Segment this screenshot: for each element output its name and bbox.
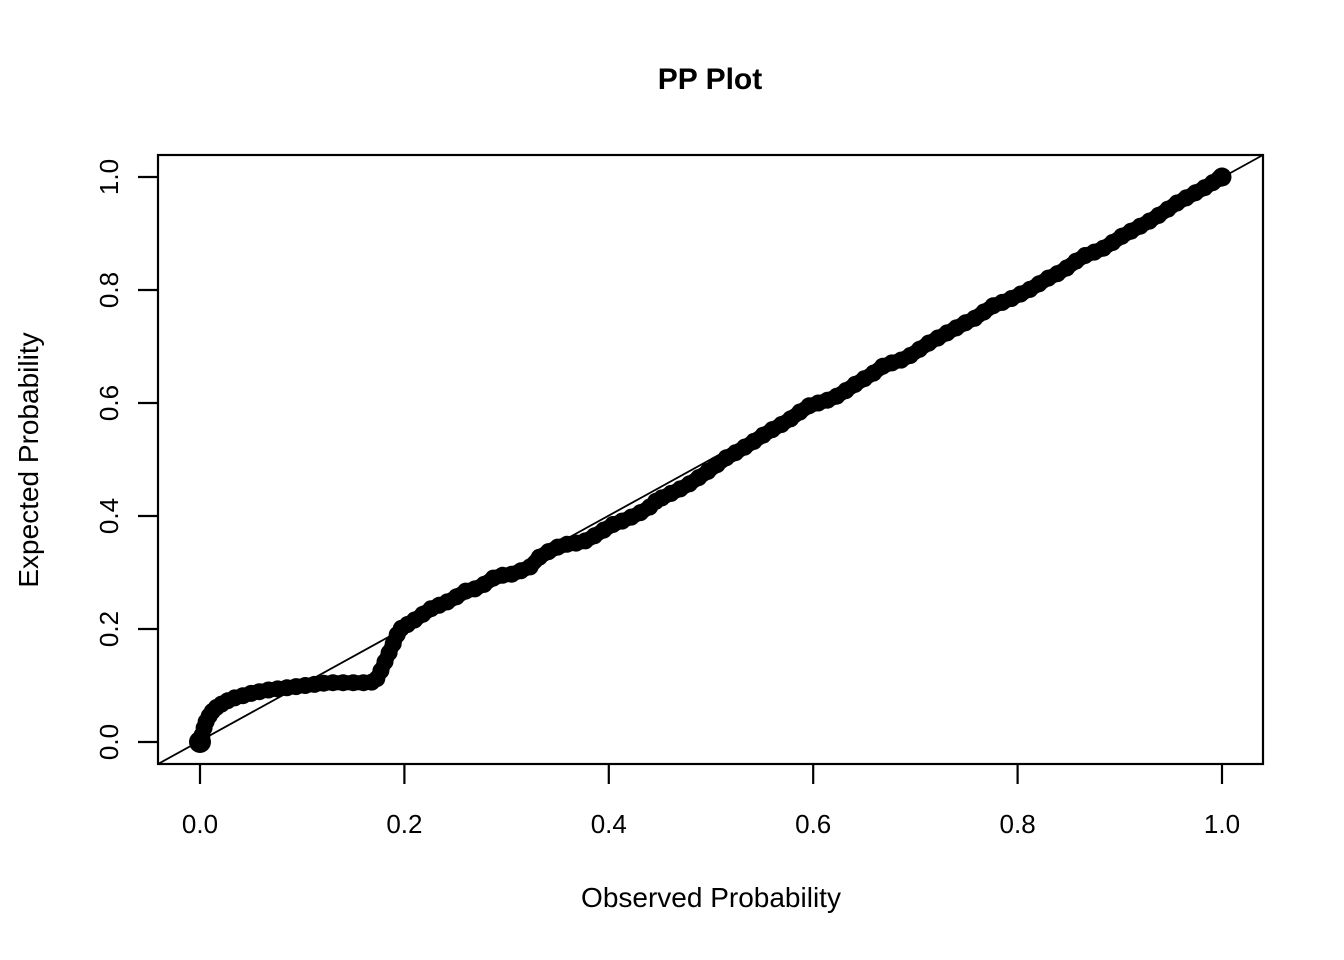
y-axis-tick-labels: 0.0 0.2 0.4 0.6 0.8 1.0 <box>94 159 124 760</box>
x-tick-label: 0.6 <box>795 809 831 839</box>
y-tick-label: 0.0 <box>94 724 124 760</box>
y-tick-label: 0.2 <box>94 611 124 647</box>
x-axis-tick-labels: 0.0 0.2 0.4 0.6 0.8 1.0 <box>182 809 1240 839</box>
y-axis-label: Expected Probability <box>13 332 44 587</box>
x-tick-label: 0.4 <box>591 809 627 839</box>
chart-title: PP Plot <box>658 63 762 96</box>
data-point-start-cluster <box>189 731 211 753</box>
x-tick-label: 1.0 <box>1204 809 1240 839</box>
x-tick-label: 0.0 <box>182 809 218 839</box>
data-point-end-cluster <box>1212 167 1232 187</box>
x-axis-label: Observed Probability <box>581 882 841 913</box>
y-axis-ticks <box>138 175 158 744</box>
y-tick-label: 1.0 <box>94 159 124 195</box>
y-tick-label: 0.6 <box>94 385 124 421</box>
plot-box <box>156 153 1265 766</box>
data-point-band <box>189 167 1232 753</box>
x-axis-ticks <box>198 764 1224 784</box>
x-tick-label: 0.8 <box>1000 809 1036 839</box>
y-tick-label: 0.8 <box>94 272 124 308</box>
y-tick-label: 0.4 <box>94 498 124 534</box>
x-tick-label: 0.2 <box>386 809 422 839</box>
